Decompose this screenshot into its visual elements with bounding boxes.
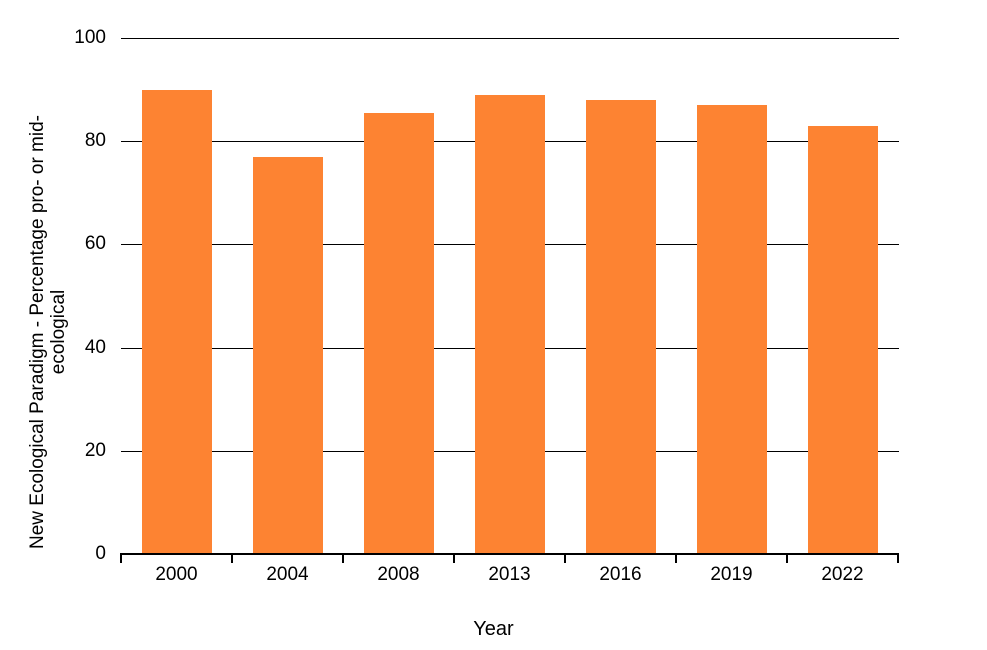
x-axis-tick (453, 555, 455, 563)
bar-2004 (253, 157, 323, 553)
bar-2022 (808, 126, 878, 553)
bar-2008 (364, 113, 434, 553)
x-axis-title: Year (473, 618, 514, 640)
x-axis-tick (675, 555, 677, 563)
y-tick-label-40: 40 (84, 337, 106, 358)
x-axis-tick (564, 555, 566, 563)
x-tick-label-2019: 2019 (710, 564, 753, 585)
bar-2019 (697, 105, 767, 553)
y-tick-label-100: 100 (74, 27, 106, 48)
x-tick-label-2016: 2016 (599, 564, 642, 585)
x-tick-label-2008: 2008 (377, 564, 420, 585)
x-axis-line (120, 553, 899, 555)
x-tick-label-2000: 2000 (155, 564, 198, 585)
x-axis-tick (786, 555, 788, 563)
x-axis-tick (342, 555, 344, 563)
x-tick-label-2004: 2004 (266, 564, 309, 585)
x-tick-label-2022: 2022 (821, 564, 864, 585)
bar-2000 (142, 90, 212, 553)
y-tick-label-20: 20 (84, 440, 106, 461)
y-tick-label-60: 60 (84, 233, 106, 254)
gridline-y-100 (121, 38, 899, 39)
bar-2016 (586, 100, 656, 553)
bar-2013 (475, 95, 545, 553)
x-axis-tick (231, 555, 233, 563)
x-axis-tick (897, 555, 899, 563)
y-tick-label-80: 80 (84, 130, 106, 151)
x-axis-tick (120, 555, 122, 563)
x-tick-label-2013: 2013 (488, 564, 531, 585)
y-tick-label-0: 0 (95, 543, 106, 564)
